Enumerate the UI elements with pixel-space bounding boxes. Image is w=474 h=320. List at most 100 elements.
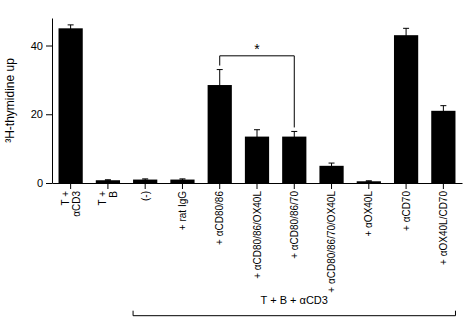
x-tick-mark bbox=[368, 183, 369, 189]
error-bar bbox=[440, 106, 446, 116]
x-tick-mark bbox=[294, 183, 295, 189]
group-bracket-line bbox=[133, 315, 455, 316]
x-tick-mark bbox=[257, 183, 258, 189]
y-axis-title: ³H-thymidine up bbox=[3, 58, 17, 143]
x-tick-label: + αCD80/86/OX40L bbox=[252, 191, 263, 279]
error-bar-cap bbox=[105, 180, 111, 181]
bar bbox=[133, 180, 157, 183]
x-tick-label: T +B bbox=[97, 191, 119, 206]
error-bar bbox=[179, 179, 185, 180]
y-tick-mark bbox=[46, 114, 52, 115]
x-tick-mark bbox=[331, 183, 332, 189]
bar bbox=[357, 181, 381, 183]
error-bar-cap bbox=[217, 100, 223, 101]
x-tick: + αCD80/86/70/OX40L bbox=[326, 183, 337, 293]
error-bar-cap bbox=[142, 180, 148, 181]
x-tick-label-line: + αCD80/86/70 bbox=[289, 191, 300, 259]
error-bar-cap bbox=[142, 178, 148, 179]
error-bar-cap bbox=[440, 105, 446, 106]
x-tick-mark bbox=[70, 183, 71, 189]
error-bar-cap bbox=[366, 180, 372, 181]
annotations: T + B + αCD3* bbox=[133, 41, 455, 316]
error-bar-cap bbox=[217, 69, 223, 70]
plot: 02040³H-thymidine upT +αCD3T +B(-)+ rat … bbox=[3, 19, 463, 316]
y-tick-label: 20 bbox=[31, 108, 43, 120]
error-bar-stem bbox=[406, 28, 407, 42]
bar bbox=[431, 111, 455, 183]
error-bar bbox=[329, 163, 335, 169]
significance-bracket-leg bbox=[219, 56, 220, 66]
error-bar bbox=[105, 180, 111, 181]
x-tick-label: + αCD80/86/70/OX40L bbox=[326, 191, 337, 293]
x-tick-label-line: T + bbox=[60, 191, 71, 206]
x-tick: + rat IgG bbox=[177, 183, 188, 230]
x-tick-label-line: + αOX40L/CD70 bbox=[438, 191, 449, 265]
y-tick-label: 0 bbox=[37, 177, 43, 189]
error-bar-cap bbox=[254, 143, 260, 144]
error-bar bbox=[68, 25, 74, 32]
x-tick-label: + rat IgG bbox=[177, 191, 188, 230]
error-bar-cap bbox=[329, 168, 335, 169]
error-bar-cap bbox=[291, 141, 297, 142]
error-bar-cap bbox=[254, 129, 260, 130]
group-bracket-tick bbox=[455, 311, 456, 316]
x-tick-label: (-) bbox=[140, 191, 151, 201]
x-axis: T +αCD3T +B(-)+ rat IgG+ αCD80/86+ αCD80… bbox=[53, 183, 463, 293]
group-label: T + B + αCD3 bbox=[261, 294, 328, 306]
error-bar-cap bbox=[68, 31, 74, 32]
x-tick: + αCD80/86 bbox=[214, 183, 225, 245]
error-bar bbox=[403, 28, 409, 42]
error-bar-cap bbox=[179, 180, 185, 181]
bar bbox=[282, 137, 306, 183]
x-tick-label-line: + αCD80/86 bbox=[214, 191, 225, 245]
x-tick-label-line: + αCD80/86/OX40L bbox=[252, 191, 263, 279]
x-tick-mark bbox=[107, 183, 108, 189]
x-tick: T +B bbox=[97, 183, 119, 206]
error-bar bbox=[142, 179, 148, 180]
group-bracket: T + B + αCD3 bbox=[133, 294, 455, 316]
y-tick-label: 40 bbox=[31, 40, 43, 52]
x-tick: (-) bbox=[140, 183, 151, 201]
x-tick-mark bbox=[219, 183, 220, 189]
error-bar bbox=[366, 181, 372, 182]
x-tick-label: T +αCD3 bbox=[60, 191, 82, 217]
x-tick-label-line: B bbox=[108, 191, 119, 198]
y-tick: 0 bbox=[37, 177, 52, 189]
x-tick-label: + αCD80/86 bbox=[214, 191, 225, 245]
x-tick-label: + αCD80/86/70 bbox=[289, 191, 300, 259]
y-axis-line bbox=[52, 19, 53, 184]
x-tick-label: + αCD70 bbox=[401, 191, 412, 231]
error-bar-stem bbox=[443, 106, 444, 116]
y-axis: 0 20 40 bbox=[31, 19, 53, 190]
x-tick-label-line: αCD3 bbox=[71, 191, 82, 217]
error-bar-cap bbox=[179, 178, 185, 179]
x-tick-label: + αOX40L bbox=[363, 191, 374, 237]
error-bar-stem bbox=[331, 163, 332, 169]
marks bbox=[59, 25, 456, 183]
error-bar bbox=[291, 131, 297, 141]
y-tick: 40 bbox=[31, 40, 52, 52]
error-bar-cap bbox=[403, 42, 409, 43]
error-bar-stem bbox=[70, 25, 71, 32]
error-bar-cap bbox=[105, 179, 111, 180]
x-tick: + αCD80/86/OX40L bbox=[252, 183, 263, 279]
error-bar-stem bbox=[257, 130, 258, 144]
bar bbox=[245, 137, 269, 183]
x-tick: + αCD80/86/70 bbox=[289, 183, 300, 259]
x-tick-label-line: + αCD70 bbox=[401, 191, 412, 231]
error-bar-cap bbox=[403, 28, 409, 29]
bar bbox=[59, 28, 83, 183]
x-tick: T +αCD3 bbox=[60, 183, 82, 217]
y-tick-mark bbox=[46, 183, 52, 184]
error-bar-stem bbox=[294, 131, 295, 141]
x-tick-label-line: T + bbox=[97, 191, 108, 206]
error-bar-cap bbox=[68, 24, 74, 25]
error-bar bbox=[217, 70, 223, 101]
x-tick-mark bbox=[406, 183, 407, 189]
y-tick: 20 bbox=[31, 108, 52, 120]
bar bbox=[96, 180, 120, 183]
significance-bracket-leg bbox=[294, 56, 295, 128]
bar bbox=[319, 166, 343, 183]
x-tick-label-line: + αCD80/86/70/OX40L bbox=[326, 191, 337, 293]
bar bbox=[170, 180, 194, 183]
